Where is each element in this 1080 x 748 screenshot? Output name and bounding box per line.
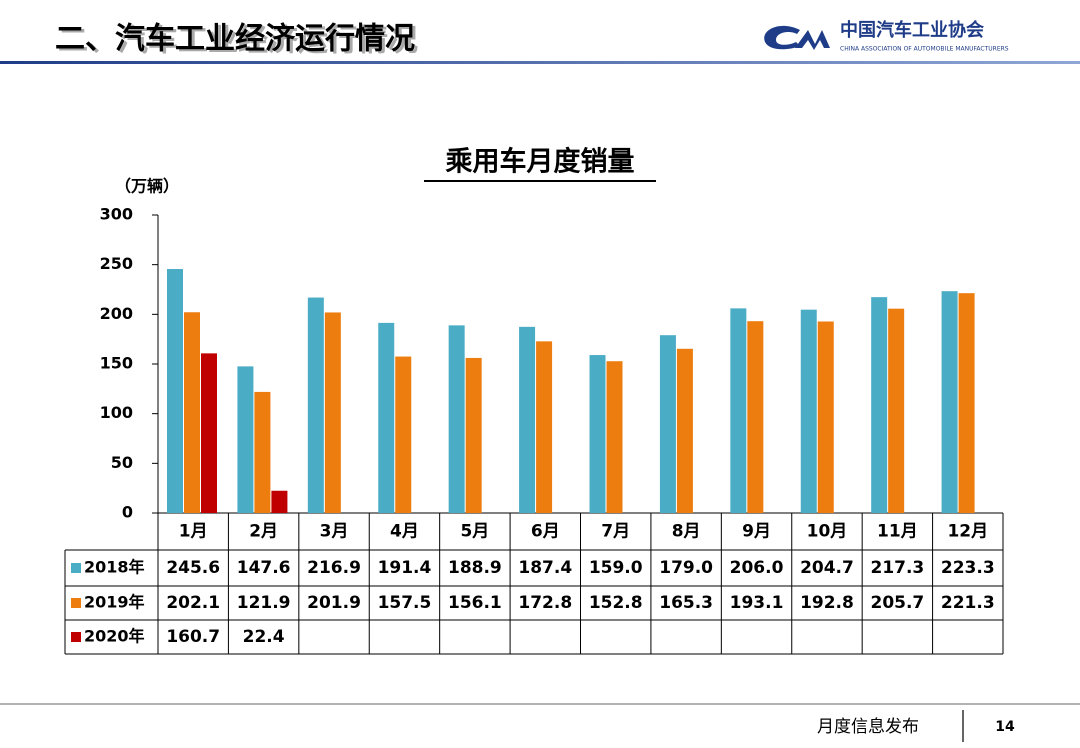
bar (747, 321, 764, 513)
bar (201, 353, 217, 513)
bar (589, 355, 606, 513)
chart-title: 乘用车月度销量 (445, 146, 635, 178)
bar (941, 291, 958, 513)
x-tick-label: 12月 (947, 522, 988, 542)
legend-label: 2020年 (84, 627, 145, 646)
bar (184, 312, 200, 513)
table-cell: 191.4 (378, 558, 432, 578)
table-cell: 204.7 (800, 558, 854, 578)
table-cell: 193.1 (730, 593, 784, 613)
bar (237, 366, 254, 513)
bar (448, 325, 465, 513)
bar (324, 312, 341, 513)
legend-swatch (71, 598, 81, 608)
table-cell: 221.3 (941, 593, 995, 613)
x-tick-label: 6月 (531, 522, 560, 542)
table-cell: 22.4 (243, 627, 285, 647)
table-cell: 147.6 (237, 558, 291, 578)
table-cell: 205.7 (870, 593, 924, 613)
table-cell: 172.8 (518, 593, 572, 613)
bar (817, 321, 834, 513)
table-cell: 159.0 (589, 558, 643, 578)
table-cell: 192.8 (800, 593, 854, 613)
x-tick-label: 10月 (807, 522, 848, 542)
legend-label: 2018年 (84, 558, 145, 577)
footer-text: 月度信息发布 (817, 717, 919, 737)
page-number: 14 (995, 719, 1015, 735)
y-tick-label: 50 (111, 453, 133, 472)
x-tick-label: 4月 (390, 522, 419, 542)
bar (800, 309, 817, 513)
y-tick-label: 150 (100, 354, 133, 373)
x-tick-label: 2月 (249, 522, 278, 542)
table-cell: 121.9 (237, 593, 291, 613)
table-cell: 206.0 (730, 558, 784, 578)
y-tick-label: 250 (100, 254, 133, 273)
table-cell: 152.8 (589, 593, 643, 613)
table-cell: 160.7 (166, 627, 220, 647)
bar (395, 356, 412, 513)
x-tick-label: 7月 (601, 522, 630, 542)
y-tick-label: 0 (122, 503, 133, 522)
title-shadow: 二、汽车工业经济运行情况 (58, 24, 418, 59)
bar (871, 297, 888, 513)
bar (958, 293, 975, 513)
x-tick-label: 1月 (179, 522, 208, 542)
table-cell: 201.9 (307, 593, 361, 613)
bar (465, 357, 482, 513)
legend-swatch (71, 563, 81, 573)
table-cell: 202.1 (166, 593, 220, 613)
legend-label: 2019年 (84, 593, 145, 612)
table-cell: 157.5 (378, 593, 432, 613)
x-tick-label: 5月 (460, 522, 489, 542)
table-cell: 188.9 (448, 558, 502, 578)
bar (271, 490, 288, 513)
bar (307, 297, 324, 513)
bar (254, 391, 271, 513)
table-cell: 179.0 (659, 558, 713, 578)
bar (730, 308, 747, 513)
bar (167, 269, 183, 513)
bar (676, 348, 693, 513)
y-tick-label: 100 (100, 403, 133, 422)
table-cell: 217.3 (870, 558, 924, 578)
table-cell: 165.3 (659, 593, 713, 613)
table-cell: 216.9 (307, 558, 361, 578)
bar (606, 361, 623, 513)
y-tick-label: 300 (100, 205, 133, 224)
org-name-en: CHINA ASSOCIATION OF AUTOMOBILE MANUFACT… (840, 46, 1009, 53)
y-axis-label: （万辆） (115, 177, 179, 196)
slide-title: 二、汽车工业经济运行情况 (55, 22, 415, 57)
table-cell: 245.6 (166, 558, 220, 578)
bar (378, 322, 395, 513)
legend-swatch (71, 632, 81, 642)
bar (519, 326, 536, 513)
x-tick-label: 3月 (320, 522, 349, 542)
bar (536, 341, 553, 513)
table-cell: 187.4 (518, 558, 572, 578)
x-tick-label: 9月 (742, 522, 771, 542)
table-cell: 223.3 (941, 558, 995, 578)
bar (659, 335, 676, 513)
bar (888, 308, 905, 513)
header-line (0, 61, 1080, 64)
logo (764, 25, 830, 50)
table-cell: 156.1 (448, 593, 502, 613)
y-tick-label: 200 (100, 304, 133, 323)
x-tick-label: 11月 (877, 522, 918, 542)
x-tick-label: 8月 (672, 522, 701, 542)
org-name: 中国汽车工业协会 (840, 19, 984, 41)
